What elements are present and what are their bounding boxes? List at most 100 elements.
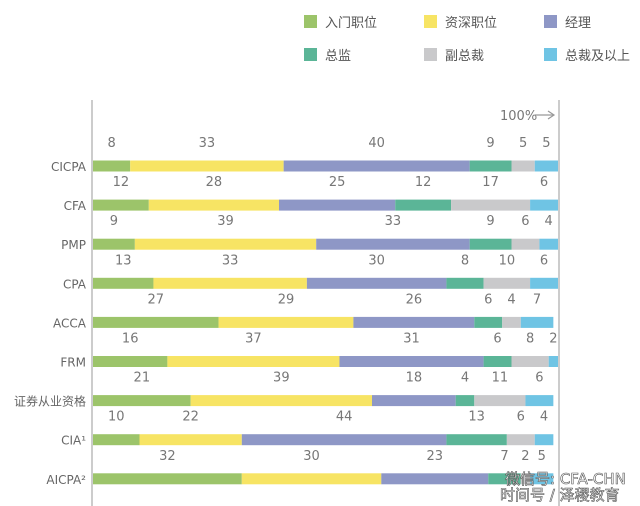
bar-segment bbox=[483, 277, 531, 289]
bar-segment bbox=[153, 277, 307, 289]
data-label: 4 bbox=[507, 292, 515, 307]
legend-label: 总监 bbox=[325, 49, 351, 64]
data-label: 2 bbox=[549, 332, 557, 347]
watermark-text: 时间号 / 泽稷教育 bbox=[500, 486, 620, 504]
watermark-text: 微信号: CFA-CHN bbox=[505, 470, 626, 488]
bar-segment bbox=[455, 395, 475, 407]
bar-segment bbox=[511, 356, 549, 367]
category-label: AICPA² bbox=[46, 473, 86, 487]
data-label: 17 bbox=[482, 175, 499, 190]
legend-label: 资深职位 bbox=[445, 16, 497, 31]
data-label: 4 bbox=[540, 410, 548, 425]
data-label: 40 bbox=[368, 136, 385, 151]
bar-segment bbox=[520, 316, 554, 328]
bar-segment bbox=[306, 277, 447, 289]
bar-segment bbox=[148, 199, 279, 211]
bar-segment bbox=[395, 199, 452, 211]
bar-segment bbox=[525, 395, 554, 407]
data-label: 9 bbox=[486, 214, 494, 229]
data-label: 12 bbox=[415, 175, 432, 190]
data-label: 18 bbox=[406, 371, 423, 386]
data-label: 23 bbox=[427, 449, 444, 464]
category-label: CPA bbox=[63, 277, 87, 291]
legend-swatch bbox=[304, 48, 317, 61]
bar-segment bbox=[446, 277, 484, 289]
bar-segment bbox=[530, 199, 558, 211]
data-label: 6 bbox=[517, 410, 525, 425]
data-label: 29 bbox=[278, 292, 295, 307]
data-label: 6 bbox=[484, 292, 492, 307]
data-label: 6 bbox=[540, 253, 548, 268]
legend-swatch bbox=[544, 48, 557, 61]
bar-segment bbox=[283, 160, 470, 172]
bar-segment bbox=[241, 473, 382, 485]
data-label: 6 bbox=[493, 332, 501, 347]
bar-segment bbox=[93, 356, 168, 367]
data-label: 10 bbox=[499, 253, 516, 268]
bar-segment bbox=[502, 316, 521, 328]
data-label: 12 bbox=[113, 175, 130, 190]
bar-segment bbox=[446, 434, 507, 446]
data-label: 2 bbox=[521, 449, 529, 464]
bar-segment bbox=[93, 395, 191, 407]
bar-segment bbox=[511, 238, 540, 250]
data-label: 6 bbox=[540, 175, 548, 190]
bar-segment bbox=[93, 434, 140, 446]
bar-segment bbox=[93, 199, 149, 211]
legend-label: 副总裁 bbox=[445, 48, 484, 64]
data-label: 5 bbox=[538, 449, 546, 464]
bar-segment bbox=[506, 434, 535, 446]
data-label: 6 bbox=[521, 214, 529, 229]
category-label: 证券从业资格 bbox=[14, 394, 86, 409]
bar-segment bbox=[530, 473, 554, 485]
bar-segment bbox=[534, 160, 558, 172]
data-label: 33 bbox=[385, 214, 402, 229]
bar-segment bbox=[372, 395, 456, 407]
bar-segment bbox=[190, 395, 372, 407]
data-label: 5 bbox=[542, 136, 550, 151]
bar-segment bbox=[548, 356, 558, 367]
category-label: CFA bbox=[64, 199, 87, 213]
data-label: 32 bbox=[159, 449, 176, 464]
data-label: 39 bbox=[217, 214, 234, 229]
data-label: 4 bbox=[461, 371, 469, 386]
data-label: 11 bbox=[492, 371, 509, 386]
bar-segment bbox=[139, 434, 242, 446]
bar-segment bbox=[339, 356, 484, 367]
legend-swatch bbox=[424, 15, 437, 28]
category-label: ACCA bbox=[53, 316, 87, 330]
bar-segment bbox=[241, 434, 447, 446]
data-label: 4 bbox=[545, 214, 553, 229]
data-label: 25 bbox=[329, 175, 346, 190]
data-label: 22 bbox=[182, 410, 199, 425]
data-label: 37 bbox=[245, 332, 262, 347]
legend-swatch bbox=[544, 15, 557, 28]
data-label: 21 bbox=[134, 371, 151, 386]
legend-label: 总裁及以上 bbox=[565, 48, 630, 64]
category-label: CIA¹ bbox=[61, 434, 86, 448]
bar-segment bbox=[539, 238, 558, 250]
category-label: PMP bbox=[61, 238, 86, 252]
data-label: 5 bbox=[519, 136, 527, 151]
data-label: 31 bbox=[403, 332, 420, 347]
bar-segment bbox=[469, 238, 512, 250]
bar-segment bbox=[93, 316, 219, 328]
bar-segment bbox=[134, 238, 317, 250]
data-label: 9 bbox=[110, 214, 118, 229]
data-label: 9 bbox=[486, 136, 494, 151]
bar-segment bbox=[130, 160, 284, 172]
bar-segment bbox=[511, 160, 535, 172]
data-label: 13 bbox=[468, 410, 485, 425]
bar-segment bbox=[353, 316, 475, 328]
bar-segment bbox=[530, 277, 558, 289]
bar-segment bbox=[474, 395, 526, 407]
bar-segment bbox=[474, 316, 503, 328]
data-label: 13 bbox=[115, 253, 132, 268]
bar-segment bbox=[93, 473, 242, 485]
data-label: 26 bbox=[406, 292, 423, 307]
data-label: 30 bbox=[303, 449, 320, 464]
data-label: 16 bbox=[122, 332, 139, 347]
data-label: 7 bbox=[533, 292, 541, 307]
data-label: 7 bbox=[500, 449, 508, 464]
